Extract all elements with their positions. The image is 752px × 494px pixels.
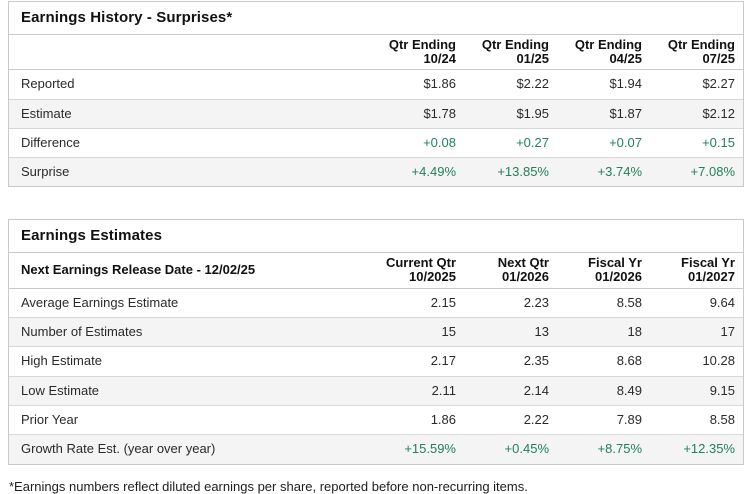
cell-value: 2.17 bbox=[371, 346, 464, 377]
earnings-history-table: Qtr Ending 10/24 Qtr Ending 01/25 Qtr En… bbox=[9, 35, 743, 187]
cell-value: $1.94 bbox=[609, 76, 642, 92]
cell-value: 9.64 bbox=[709, 294, 735, 310]
column-header-line1: Fiscal Yr bbox=[588, 255, 642, 271]
earnings-estimates-header-row: Next Earnings Release Date - 12/02/25 Cu… bbox=[9, 253, 743, 289]
cell-value: 13 bbox=[464, 317, 557, 347]
row-label: Low Estimate bbox=[9, 375, 371, 406]
cell-value: $1.87 bbox=[557, 98, 650, 129]
table-row-prior-year: Prior Year 1.86 2.22 7.89 8.58 bbox=[9, 404, 743, 435]
cell-value: 8.58 bbox=[616, 294, 642, 310]
cell-value: $1.78 bbox=[371, 98, 464, 129]
cell-value: 9.15 bbox=[650, 375, 743, 406]
column-header-line2: 10/24 bbox=[423, 50, 456, 66]
cell-value: 2.23 bbox=[523, 294, 549, 310]
earnings-history-card: Earnings History - Surprises* Qtr Ending… bbox=[8, 1, 744, 188]
cell-value: +0.27 bbox=[464, 127, 557, 158]
column-header-line2: 01/2026 bbox=[502, 269, 549, 285]
earnings-history-header-row: Qtr Ending 10/24 Qtr Ending 01/25 Qtr En… bbox=[9, 35, 743, 71]
column-header-fiscal-yr-2026: Fiscal Yr 01/2026 bbox=[557, 253, 650, 289]
cell-value: 8.58 bbox=[650, 404, 743, 435]
cell-value: $2.22 bbox=[516, 76, 549, 92]
cell-value: +0.45% bbox=[464, 434, 557, 464]
earnings-estimates-card: Earnings Estimates Next Earnings Release… bbox=[8, 219, 744, 465]
column-header-line1: Qtr Ending bbox=[667, 37, 735, 52]
cell-value: 8.68 bbox=[557, 346, 650, 377]
column-header-qtr-0125: Qtr Ending 01/25 bbox=[464, 35, 557, 71]
row-label: Difference bbox=[9, 127, 371, 158]
column-header-line2: 01/2026 bbox=[595, 269, 642, 285]
cell-value: +0.07 bbox=[557, 127, 650, 158]
cell-value: $1.95 bbox=[464, 98, 557, 129]
column-header-line2: 04/25 bbox=[609, 50, 642, 66]
column-header-line1: Next Qtr bbox=[497, 255, 549, 271]
earnings-estimates-title: Earnings Estimates bbox=[9, 220, 743, 254]
table-row-average-earnings-estimate: Average Earnings Estimate 2.15 2.23 8.58… bbox=[9, 288, 743, 317]
cell-value: 15 bbox=[371, 317, 464, 347]
cell-value: +8.75% bbox=[557, 434, 650, 464]
column-header-line1: Current Qtr bbox=[385, 255, 456, 271]
cell-value: 1.86 bbox=[371, 404, 464, 435]
cell-value: +12.35% bbox=[650, 434, 743, 464]
cell-value: 2.11 bbox=[371, 375, 464, 406]
earnings-estimates-table: Next Earnings Release Date - 12/02/25 Cu… bbox=[9, 253, 743, 464]
column-header-line1: Qtr Ending bbox=[481, 37, 549, 52]
cell-value: +4.49% bbox=[371, 157, 464, 187]
cell-value: 2.14 bbox=[464, 375, 557, 406]
column-header-line1: Fiscal Yr bbox=[681, 255, 735, 271]
row-label: Estimate bbox=[9, 98, 371, 129]
column-header-qtr-0425: Qtr Ending 04/25 bbox=[557, 35, 650, 71]
cell-value: $2.12 bbox=[650, 98, 743, 129]
column-header-line2: 07/25 bbox=[702, 50, 735, 66]
cell-value: +15.59% bbox=[371, 434, 464, 464]
empty-header-cell bbox=[9, 35, 371, 71]
cell-value: 2.35 bbox=[464, 346, 557, 377]
cell-value: 2.22 bbox=[464, 404, 557, 435]
footnote: *Earnings numbers reflect diluted earnin… bbox=[9, 478, 528, 494]
row-label: Reported bbox=[21, 76, 75, 92]
column-header-current-qtr: Current Qtr 10/2025 bbox=[371, 253, 464, 289]
row-label: Average Earnings Estimate bbox=[21, 294, 179, 310]
column-header-line2: 01/25 bbox=[516, 50, 549, 66]
row-label: High Estimate bbox=[9, 346, 371, 377]
cell-value: 17 bbox=[650, 317, 743, 347]
cell-value: $2.27 bbox=[702, 76, 735, 92]
next-earnings-release-date: Next Earnings Release Date - 12/02/25 bbox=[9, 253, 371, 289]
column-header-line1: Qtr Ending bbox=[574, 37, 642, 52]
row-label: Surprise bbox=[9, 157, 371, 187]
column-header-line1: Qtr Ending bbox=[388, 37, 456, 52]
table-row-high-estimate: High Estimate 2.17 2.35 8.68 10.28 bbox=[9, 346, 743, 377]
column-header-qtr-1024: Qtr Ending 10/24 bbox=[371, 35, 464, 71]
cell-value: 10.28 bbox=[650, 346, 743, 377]
cell-value: +3.74% bbox=[557, 157, 650, 187]
cell-value: 2.15 bbox=[430, 294, 456, 310]
cell-value: +0.08 bbox=[371, 127, 464, 158]
column-header-fiscal-yr-2027: Fiscal Yr 01/2027 bbox=[650, 253, 743, 289]
table-row-estimate: Estimate $1.78 $1.95 $1.87 $2.12 bbox=[9, 98, 743, 129]
table-row-reported: Reported $1.86 $2.22 $1.94 $2.27 bbox=[9, 70, 743, 99]
cell-value: 7.89 bbox=[557, 404, 650, 435]
row-label: Number of Estimates bbox=[9, 317, 371, 347]
earnings-history-title: Earnings History - Surprises* bbox=[9, 2, 743, 35]
cell-value: $1.86 bbox=[423, 76, 456, 92]
table-row-difference: Difference +0.08 +0.27 +0.07 +0.15 bbox=[9, 127, 743, 158]
cell-value: 18 bbox=[557, 317, 650, 347]
cell-value: +13.85% bbox=[464, 157, 557, 187]
column-header-line2: 10/2025 bbox=[409, 269, 456, 285]
table-row-low-estimate: Low Estimate 2.11 2.14 8.49 9.15 bbox=[9, 375, 743, 406]
column-header-qtr-0725: Qtr Ending 07/25 bbox=[650, 35, 743, 71]
table-row-growth-rate-est: Growth Rate Est. (year over year) +15.59… bbox=[9, 434, 743, 464]
table-row-number-of-estimates: Number of Estimates 15 13 18 17 bbox=[9, 317, 743, 347]
row-label: Growth Rate Est. (year over year) bbox=[9, 434, 371, 464]
cell-value: +0.15 bbox=[650, 127, 743, 158]
row-label: Prior Year bbox=[9, 404, 371, 435]
cell-value: 8.49 bbox=[557, 375, 650, 406]
column-header-line2: 01/2027 bbox=[688, 269, 735, 285]
column-header-next-qtr: Next Qtr 01/2026 bbox=[464, 253, 557, 289]
table-row-surprise: Surprise +4.49% +13.85% +3.74% +7.08% bbox=[9, 157, 743, 187]
cell-value: +7.08% bbox=[650, 157, 743, 187]
